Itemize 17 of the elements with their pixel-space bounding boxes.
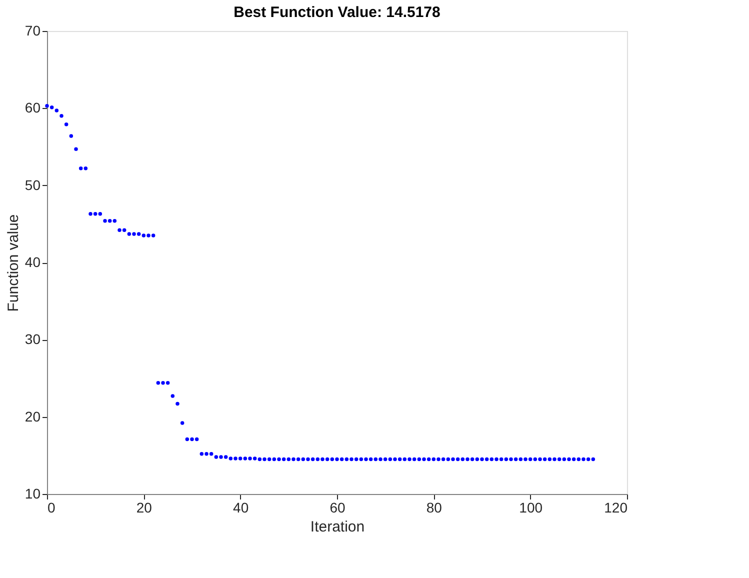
y-tick-label: 10: [24, 486, 41, 502]
y-tick-label: 70: [24, 22, 41, 38]
x-axis-title: Iteration: [310, 518, 365, 536]
y-tick-label: 30: [24, 331, 41, 348]
y-tick-label: 60: [24, 100, 41, 116]
x-tick-label: 80: [426, 500, 442, 516]
y-axis-title: Function value: [4, 214, 22, 312]
y-tick-label: 50: [24, 176, 41, 193]
x-tick-label: 0: [48, 500, 56, 516]
x-tick-label: 40: [233, 500, 249, 516]
chart-title: Best Function Value: 14.5178: [234, 4, 440, 21]
x-tick-label: 60: [330, 500, 346, 516]
x-tick-label: 120: [604, 500, 628, 516]
x-tick-label: 20: [136, 500, 152, 516]
y-tick-label: 40: [24, 254, 41, 270]
y-tick-label: 20: [24, 408, 41, 424]
x-tick-label: 100: [519, 500, 543, 516]
